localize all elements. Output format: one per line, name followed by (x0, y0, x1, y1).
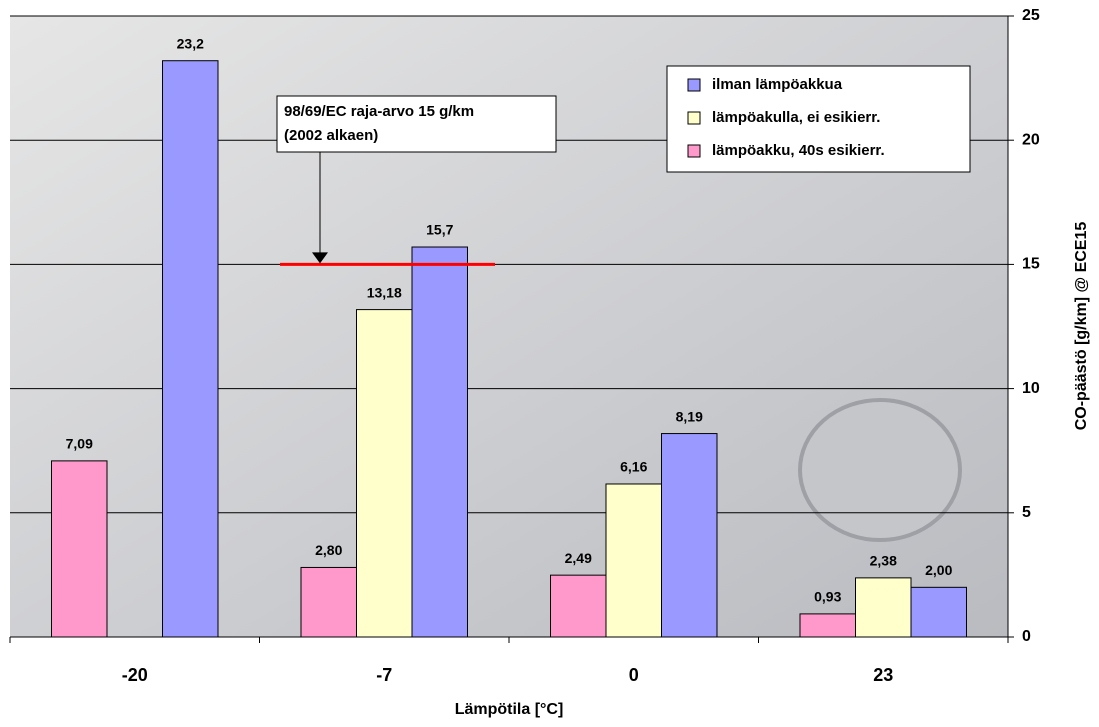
value-label: 2,38 (870, 553, 897, 569)
value-label: 15,7 (426, 222, 453, 238)
x-tick-label: 0 (629, 665, 639, 685)
bar (162, 60, 219, 638)
legend-swatch (687, 111, 701, 125)
value-label: 2,49 (565, 550, 592, 566)
bar (356, 309, 413, 638)
value-label: 7,09 (66, 436, 93, 452)
bar (910, 586, 967, 638)
bar (855, 577, 912, 638)
legend-label: lämpöakulla, ei esikierr. (712, 109, 880, 126)
annotation-text: 98/69/EC raja-arvo 15 g/km (284, 103, 474, 120)
bar (300, 566, 357, 638)
value-label: 8,19 (676, 408, 703, 424)
y-tick-label: 5 (1022, 504, 1031, 521)
bar (661, 433, 718, 638)
annotation-arrowhead (312, 252, 328, 264)
bar (799, 613, 856, 638)
annotation-box (276, 95, 557, 153)
legend-swatch (687, 78, 701, 92)
y-axis-label: CO-päästö [g/km] @ ECE15 (1073, 222, 1090, 431)
value-label: 2,80 (315, 542, 342, 558)
legend-swatch (687, 144, 701, 158)
legend-box (666, 65, 971, 173)
bar (550, 574, 607, 638)
value-label: 6,16 (620, 459, 647, 475)
bar (51, 460, 108, 638)
background-photo (798, 398, 962, 542)
y-tick-label: 25 (1022, 7, 1040, 24)
x-tick-label: -20 (122, 665, 148, 685)
value-label: 0,93 (814, 589, 841, 605)
y-tick-label: 20 (1022, 131, 1040, 148)
bar (411, 246, 468, 638)
annotation-text: (2002 alkaen) (284, 127, 378, 144)
legend-label: lämpöakku, 40s esikierr. (712, 142, 885, 159)
y-tick-label: 0 (1022, 628, 1031, 645)
value-label: 13,18 (367, 284, 402, 300)
y-tick-label: 10 (1022, 380, 1040, 397)
value-label: 2,00 (925, 562, 952, 578)
legend-label: ilman lämpöakkua (712, 76, 843, 93)
value-label: 23,2 (177, 35, 204, 51)
bar (605, 483, 662, 638)
y-tick-label: 15 (1022, 256, 1040, 273)
x-tick-label: 23 (873, 665, 893, 685)
x-tick-label: -7 (376, 665, 392, 685)
x-axis-label: Lämpötila [°C] (455, 701, 564, 718)
